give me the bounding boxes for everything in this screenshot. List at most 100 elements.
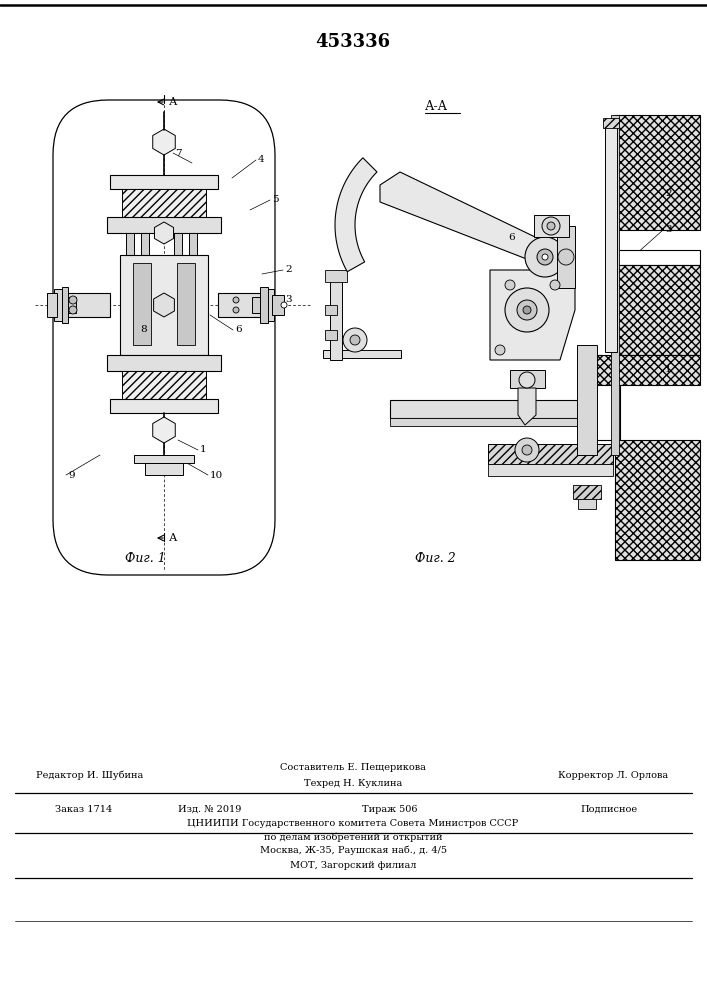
Bar: [577, 345, 597, 455]
Circle shape: [550, 280, 560, 290]
Bar: [260, 287, 268, 323]
Text: Фиг. 1: Фиг. 1: [124, 552, 165, 564]
Bar: [122, 189, 206, 217]
Circle shape: [547, 222, 555, 230]
Bar: [615, 115, 700, 230]
Circle shape: [522, 445, 532, 455]
Bar: [134, 455, 194, 463]
Polygon shape: [380, 172, 558, 265]
Bar: [510, 370, 545, 388]
Text: 6: 6: [508, 232, 515, 241]
Circle shape: [343, 328, 367, 352]
Circle shape: [69, 296, 77, 304]
Polygon shape: [153, 129, 175, 155]
Bar: [325, 270, 347, 282]
Bar: [54, 289, 62, 321]
Bar: [390, 418, 615, 426]
Bar: [272, 295, 284, 315]
Bar: [120, 255, 208, 355]
Text: Составитель Е. Пещерикова: Составитель Е. Пещерикова: [280, 762, 426, 772]
Circle shape: [519, 372, 535, 388]
Bar: [330, 275, 342, 360]
Circle shape: [542, 254, 548, 260]
Bar: [534, 215, 569, 237]
Circle shape: [542, 217, 560, 235]
Circle shape: [505, 288, 549, 332]
Polygon shape: [154, 222, 173, 244]
Text: МОТ, Загорский филиал: МОТ, Загорский филиал: [290, 860, 416, 869]
Text: 1: 1: [665, 365, 672, 374]
Text: А-А: А-А: [425, 101, 448, 113]
Text: Подписное: Подписное: [581, 804, 638, 814]
Bar: [47, 293, 57, 317]
Bar: [603, 118, 619, 128]
Text: Редактор И. Шубина: Редактор И. Шубина: [36, 770, 144, 780]
Text: 3: 3: [285, 296, 291, 304]
Bar: [56, 293, 110, 317]
Text: 1: 1: [200, 446, 206, 454]
Text: А: А: [169, 97, 177, 107]
Bar: [488, 464, 613, 476]
Text: 10: 10: [210, 471, 223, 480]
Polygon shape: [490, 270, 575, 360]
Bar: [390, 400, 615, 418]
Text: Корректор Л. Орлова: Корректор Л. Орлова: [558, 770, 668, 780]
Bar: [595, 385, 620, 440]
Circle shape: [233, 307, 239, 313]
Bar: [573, 485, 601, 499]
Bar: [252, 297, 272, 313]
Text: Тираж 506: Тираж 506: [362, 804, 418, 814]
Bar: [578, 499, 596, 509]
Bar: [107, 355, 221, 371]
Bar: [488, 444, 613, 464]
Text: 6: 6: [235, 326, 242, 334]
Circle shape: [515, 438, 539, 462]
Bar: [325, 330, 337, 340]
Bar: [141, 233, 149, 373]
Bar: [126, 233, 134, 373]
Bar: [323, 350, 401, 358]
Bar: [177, 263, 195, 345]
Text: 8: 8: [140, 326, 146, 334]
Circle shape: [505, 280, 515, 290]
Circle shape: [69, 306, 77, 314]
Bar: [595, 355, 700, 385]
Bar: [107, 217, 221, 233]
Circle shape: [537, 249, 553, 265]
Polygon shape: [518, 388, 536, 425]
Text: 453336: 453336: [315, 33, 390, 51]
Text: 5: 5: [272, 196, 279, 205]
Text: Техред Н. Куклина: Техред Н. Куклина: [304, 778, 402, 788]
Text: Изд. № 2019: Изд. № 2019: [178, 804, 242, 814]
Bar: [62, 287, 68, 323]
Bar: [615, 440, 700, 560]
Bar: [557, 226, 575, 288]
Polygon shape: [153, 293, 175, 317]
Circle shape: [517, 300, 537, 320]
Bar: [56, 297, 76, 313]
Bar: [615, 265, 700, 355]
Text: ЦНИИПИ Государственного комитета Совета Министров СССР: ЦНИИПИ Государственного комитета Совета …: [187, 820, 519, 828]
Circle shape: [281, 302, 287, 308]
Bar: [615, 250, 700, 265]
Bar: [611, 115, 619, 455]
Circle shape: [495, 345, 505, 355]
Bar: [189, 233, 197, 373]
Bar: [122, 371, 206, 399]
Text: Москва, Ж-35, Раушская наб., д. 4/5: Москва, Ж-35, Раушская наб., д. 4/5: [259, 845, 447, 855]
FancyBboxPatch shape: [53, 100, 275, 575]
Text: 9: 9: [68, 471, 75, 480]
Circle shape: [523, 306, 531, 314]
Text: Заказ 1714: Заказ 1714: [55, 804, 112, 814]
Text: 4: 4: [258, 155, 264, 164]
Bar: [133, 263, 151, 345]
Text: 2: 2: [285, 265, 291, 274]
Text: 3: 3: [665, 226, 672, 234]
Bar: [110, 175, 218, 189]
Bar: [266, 289, 274, 321]
Bar: [110, 399, 218, 413]
Polygon shape: [335, 158, 377, 272]
Text: Фиг. 2: Фиг. 2: [414, 552, 455, 564]
Text: 2: 2: [665, 188, 672, 198]
Bar: [174, 233, 182, 373]
